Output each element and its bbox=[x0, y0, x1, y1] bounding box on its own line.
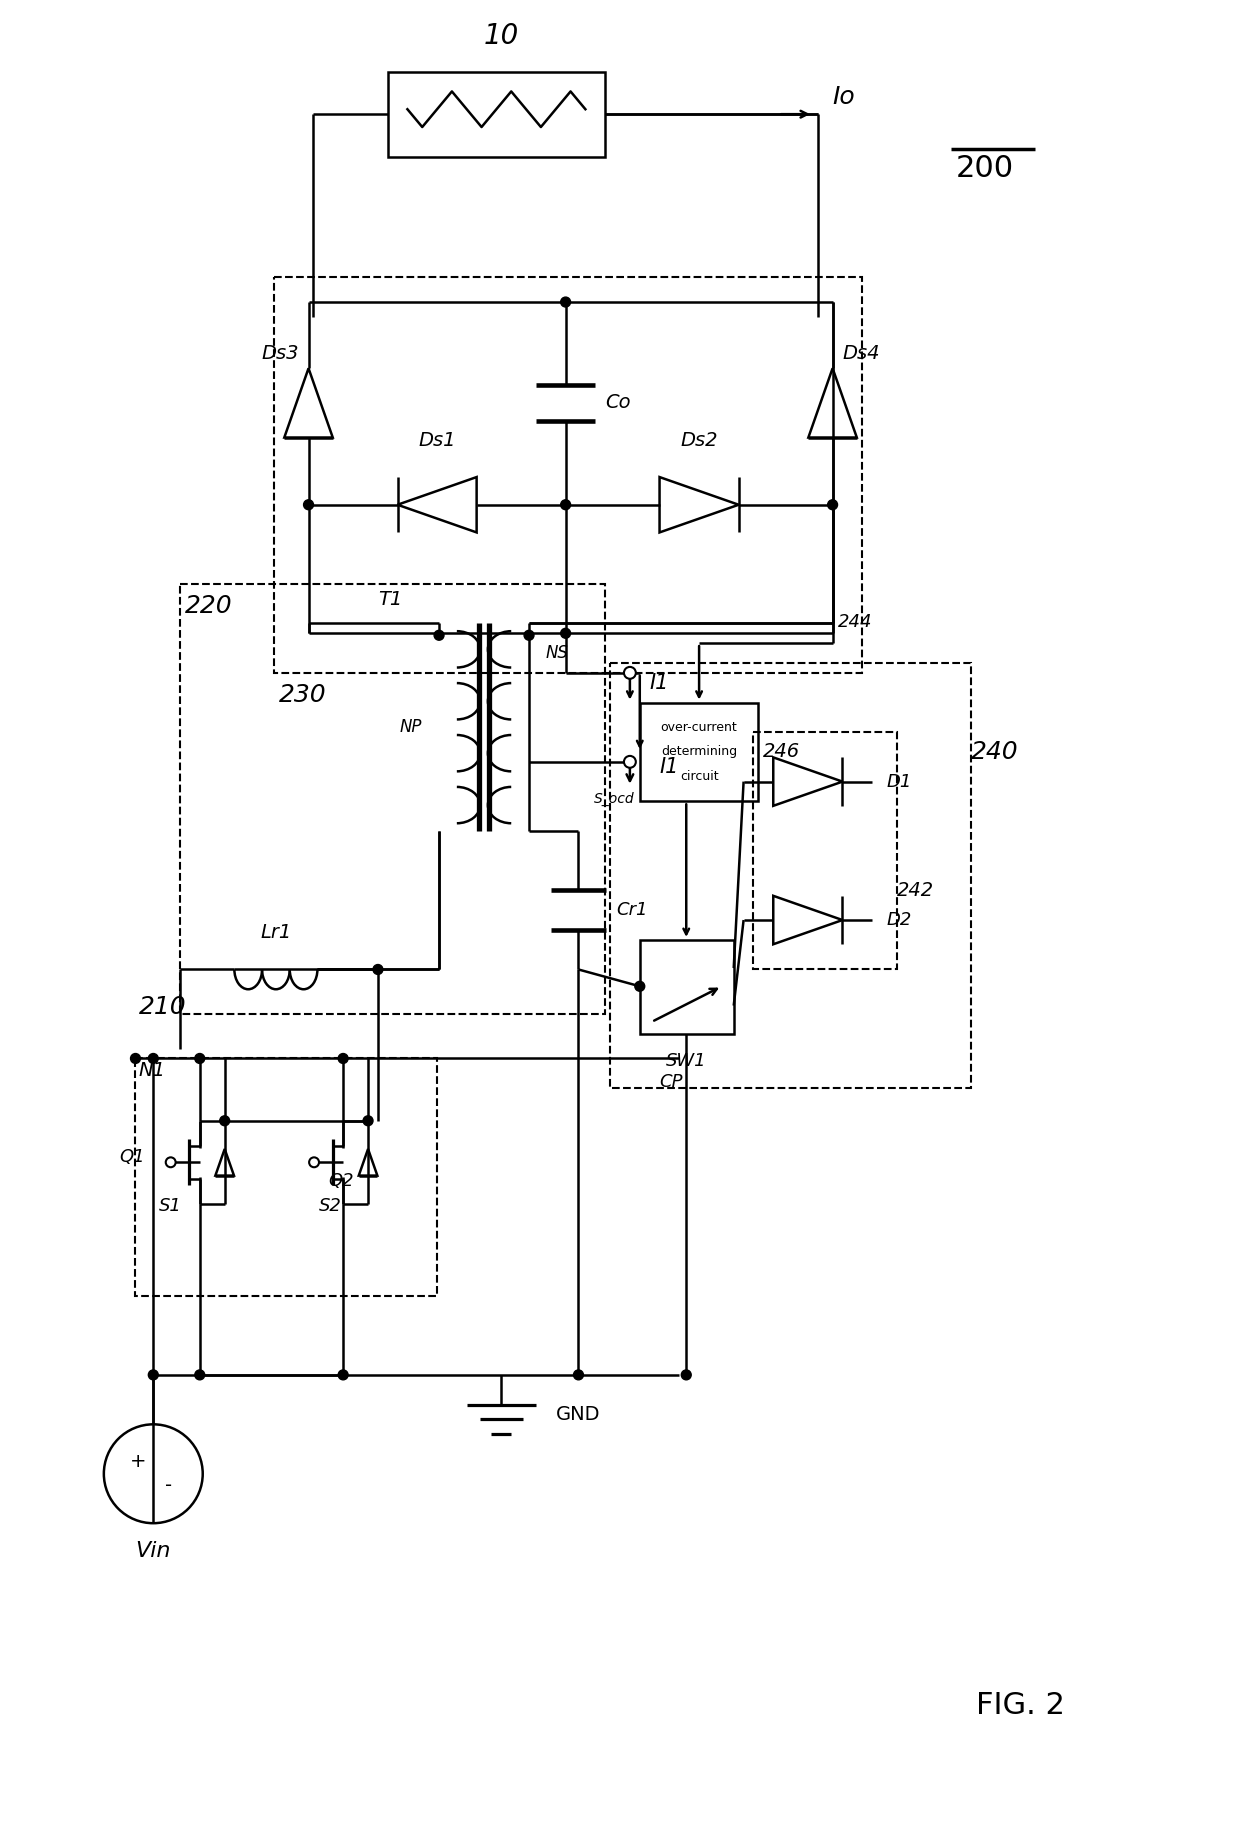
Circle shape bbox=[309, 1158, 319, 1167]
Text: circuit: circuit bbox=[680, 770, 718, 783]
Text: 230: 230 bbox=[279, 683, 326, 707]
Text: S1: S1 bbox=[159, 1197, 182, 1215]
Circle shape bbox=[560, 297, 570, 307]
Text: 220: 220 bbox=[185, 593, 233, 617]
Text: -: - bbox=[165, 1476, 171, 1494]
Circle shape bbox=[130, 1053, 140, 1064]
Text: NP: NP bbox=[399, 718, 423, 737]
Text: +: + bbox=[130, 1452, 146, 1472]
Bar bbox=[388, 72, 605, 157]
Text: 244: 244 bbox=[837, 613, 872, 632]
Circle shape bbox=[166, 1158, 176, 1167]
Circle shape bbox=[624, 755, 636, 768]
Text: T1: T1 bbox=[378, 589, 403, 608]
Circle shape bbox=[525, 630, 534, 641]
Text: 246: 246 bbox=[764, 742, 801, 761]
Text: GND: GND bbox=[556, 1406, 600, 1424]
Text: Ds2: Ds2 bbox=[681, 432, 718, 451]
Circle shape bbox=[635, 981, 645, 992]
Circle shape bbox=[149, 1053, 159, 1064]
Text: 200: 200 bbox=[956, 153, 1014, 183]
Bar bbox=[640, 940, 734, 1034]
Circle shape bbox=[219, 1116, 229, 1125]
Circle shape bbox=[827, 501, 837, 510]
Circle shape bbox=[339, 1370, 348, 1380]
Text: N1: N1 bbox=[139, 1062, 165, 1080]
Text: Vin: Vin bbox=[135, 1540, 171, 1561]
Text: Lr1: Lr1 bbox=[260, 924, 291, 942]
Text: Ds3: Ds3 bbox=[262, 344, 299, 364]
Text: determining: determining bbox=[661, 746, 737, 759]
Circle shape bbox=[574, 1370, 583, 1380]
Text: Cr1: Cr1 bbox=[616, 901, 647, 920]
Text: I1: I1 bbox=[650, 672, 670, 693]
Circle shape bbox=[560, 628, 570, 639]
Circle shape bbox=[304, 501, 314, 510]
Text: NS: NS bbox=[546, 645, 569, 661]
Text: FIG. 2: FIG. 2 bbox=[976, 1692, 1065, 1720]
Bar bbox=[754, 731, 897, 970]
Text: Q1: Q1 bbox=[120, 1149, 145, 1165]
Bar bbox=[274, 277, 862, 672]
Text: Io: Io bbox=[832, 85, 856, 109]
Circle shape bbox=[195, 1370, 205, 1380]
Circle shape bbox=[363, 1116, 373, 1125]
Bar bbox=[640, 702, 759, 802]
Bar bbox=[610, 663, 971, 1088]
Text: SW1: SW1 bbox=[666, 1051, 707, 1069]
Text: 210: 210 bbox=[139, 996, 186, 1020]
Text: Ds4: Ds4 bbox=[842, 344, 880, 364]
Text: Q2: Q2 bbox=[329, 1173, 353, 1189]
Text: over-current: over-current bbox=[661, 720, 738, 733]
Circle shape bbox=[195, 1053, 205, 1064]
Text: Co: Co bbox=[605, 393, 631, 412]
Circle shape bbox=[339, 1053, 348, 1064]
Text: S_ocd: S_ocd bbox=[594, 792, 635, 805]
Text: S2: S2 bbox=[319, 1197, 342, 1215]
Text: 240: 240 bbox=[971, 741, 1018, 765]
Text: Ds1: Ds1 bbox=[418, 432, 456, 451]
Circle shape bbox=[560, 501, 570, 510]
Circle shape bbox=[373, 964, 383, 975]
Bar bbox=[180, 584, 605, 1014]
Text: D2: D2 bbox=[887, 911, 913, 929]
Text: 10: 10 bbox=[484, 22, 520, 50]
Text: I1: I1 bbox=[660, 757, 680, 778]
Circle shape bbox=[624, 667, 636, 678]
Circle shape bbox=[434, 630, 444, 641]
Circle shape bbox=[149, 1370, 159, 1380]
Circle shape bbox=[681, 1370, 691, 1380]
Text: D1: D1 bbox=[887, 772, 913, 791]
Bar bbox=[135, 1058, 436, 1297]
Text: CP: CP bbox=[660, 1073, 683, 1092]
Text: 242: 242 bbox=[897, 881, 934, 899]
